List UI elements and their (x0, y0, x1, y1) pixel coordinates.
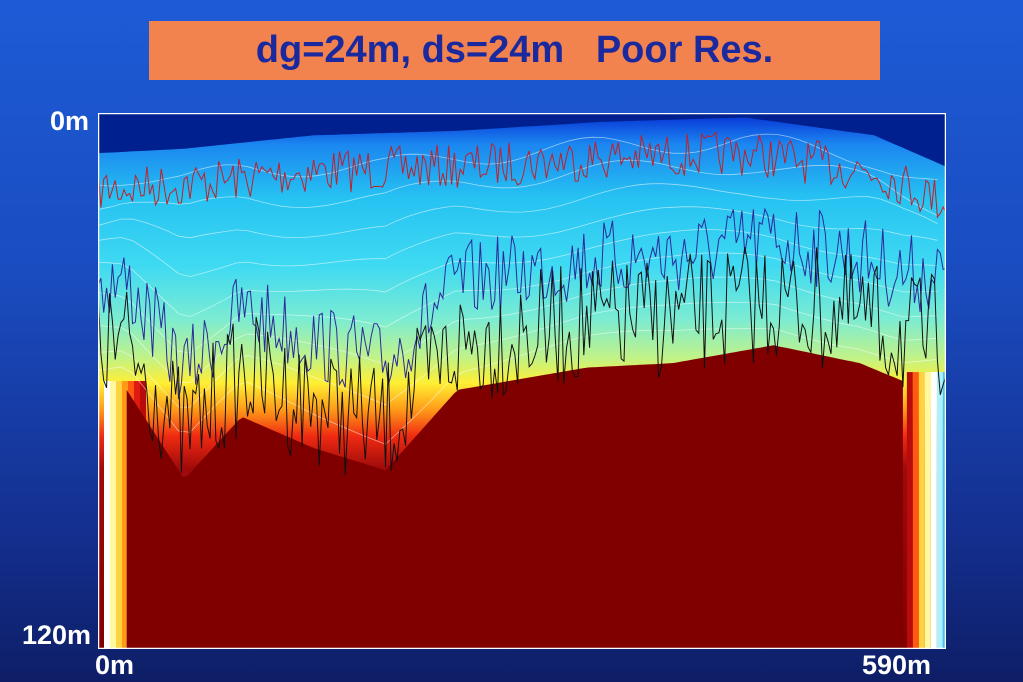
heatmap-plot (98, 113, 946, 649)
edge-band (942, 372, 946, 649)
contour-lines (98, 133, 938, 445)
plot-frame (98, 113, 946, 649)
edge-band (930, 372, 937, 649)
trace-line (98, 130, 946, 219)
edge-band (936, 372, 943, 649)
x-tick-label-left: 0m (95, 650, 135, 680)
edge-band (116, 381, 122, 649)
contour-line (98, 183, 938, 239)
contour-line (98, 229, 938, 318)
edge-band (924, 372, 931, 649)
contour-line (98, 276, 938, 383)
edge-band (122, 381, 128, 649)
chart-title: dg=24m, ds=24m Poor Res. (255, 29, 774, 71)
high-value-region (126, 345, 903, 649)
title-banner: dg=24m, ds=24m Poor Res. (149, 21, 880, 80)
y-tick-label-bottom: 120m (21, 620, 91, 650)
contour-line (98, 159, 938, 216)
contour-line (98, 133, 938, 187)
y-tick-label-top: 0m (49, 106, 89, 136)
trace-line (98, 207, 946, 400)
trace-lines (98, 130, 946, 476)
edge-band (906, 372, 913, 649)
x-tick-label-right: 590m (862, 650, 932, 680)
edge-band (912, 372, 919, 649)
edge-band (104, 381, 110, 649)
trace-line (98, 247, 946, 476)
edge-band (110, 381, 116, 649)
edge-band (918, 372, 925, 649)
